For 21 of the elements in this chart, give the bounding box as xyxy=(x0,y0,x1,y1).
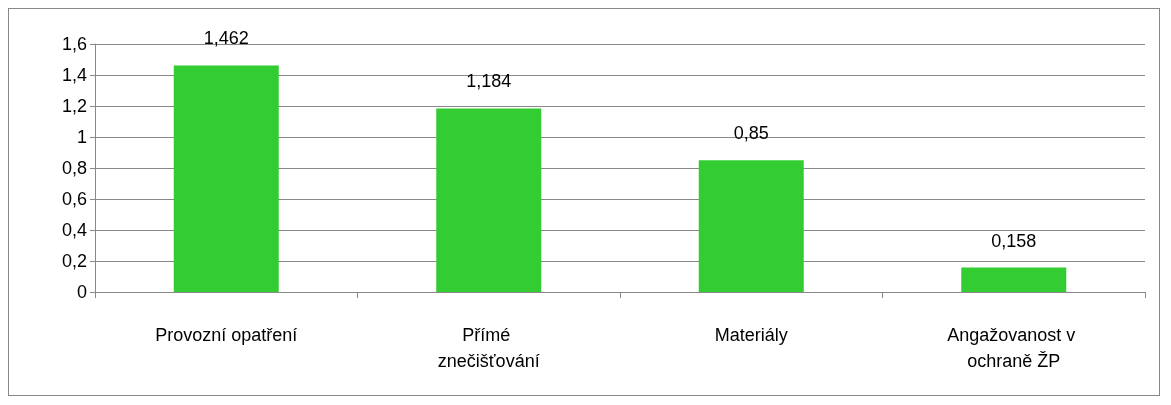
data-label: 1,462 xyxy=(203,28,249,49)
y-tick-label: 0,8 xyxy=(61,158,87,178)
data-label: 0,85 xyxy=(733,123,769,144)
bar xyxy=(436,108,542,292)
y-tick-label: 0 xyxy=(76,282,87,302)
x-tick-label: Materiály xyxy=(714,325,788,345)
data-label: 1,184 xyxy=(466,71,512,92)
bar xyxy=(698,160,804,292)
y-tick-label: 1,6 xyxy=(61,34,87,54)
y-tick-label: 1,2 xyxy=(61,96,87,116)
x-tick-label: Provozní opatření xyxy=(155,325,298,345)
x-tick-label: Přímé znečišťování xyxy=(437,325,540,371)
y-tick-label: 0,2 xyxy=(61,251,87,271)
y-tick-label: 0,6 xyxy=(61,189,87,209)
y-tick-label: 1 xyxy=(76,127,87,147)
x-tick-label: Angažovanost v ochraně ŽP xyxy=(947,325,1081,371)
y-tick-label: 1,4 xyxy=(61,65,87,85)
data-label: 0,158 xyxy=(991,230,1037,251)
bar xyxy=(173,65,279,292)
y-tick-label: 0,4 xyxy=(61,220,87,240)
bar xyxy=(961,267,1067,292)
